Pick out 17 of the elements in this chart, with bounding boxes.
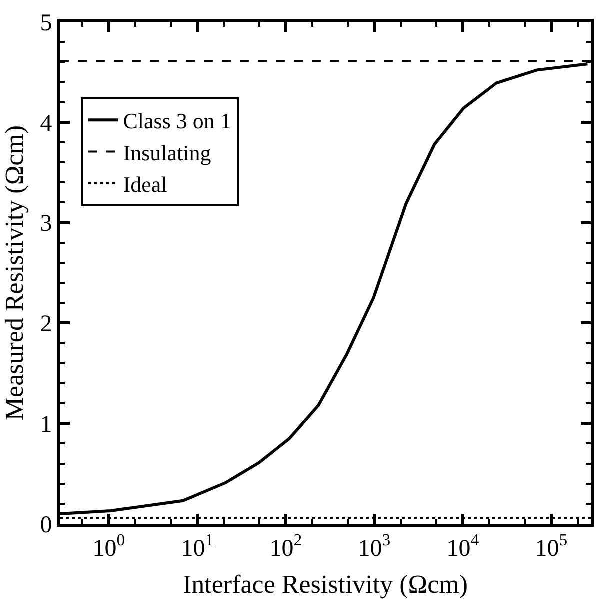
y-tick-label: 0 bbox=[40, 512, 52, 538]
legend-label: Ideal bbox=[123, 172, 168, 197]
y-tick-label: 5 bbox=[40, 10, 52, 36]
y-tick-label: 1 bbox=[40, 412, 52, 438]
x-tick-label: 10$^{1}$ bbox=[181, 530, 214, 562]
x-tick-label: 10$^{0}$ bbox=[92, 530, 126, 562]
legend-label: Class 3 on 1 bbox=[123, 108, 232, 134]
x-tick-label: 10$^{2}$ bbox=[270, 530, 302, 562]
y-tick-label: 4 bbox=[40, 110, 52, 137]
y-tick-label: 2 bbox=[40, 312, 52, 338]
legend-label: Insulating bbox=[123, 140, 212, 166]
y-axis-title: Measured Resistivity (Ωcm) bbox=[0, 125, 29, 421]
x-tick-label: 10$^{5}$ bbox=[535, 530, 568, 562]
x-axis-title: Interface Resistivity (Ωcm) bbox=[183, 570, 468, 599]
x-tick-label: 10$^{3}$ bbox=[358, 530, 391, 562]
y-tick-label: 3 bbox=[40, 211, 52, 238]
x-tick-label: 10$^{4}$ bbox=[446, 530, 480, 562]
